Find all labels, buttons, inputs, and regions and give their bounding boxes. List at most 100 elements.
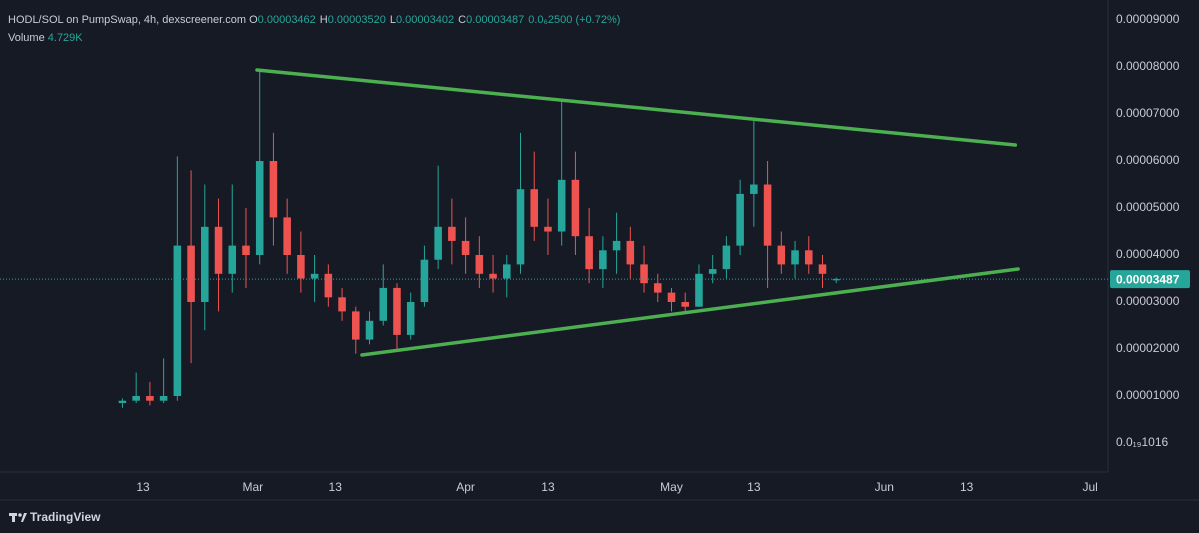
ohlc-label: L (389, 14, 396, 26)
candle (791, 240, 799, 279)
candle (379, 264, 388, 326)
candle-body (626, 240, 635, 265)
candle (159, 358, 168, 404)
y-tick-label: 0.00008000 (1116, 59, 1180, 73)
candle (475, 236, 484, 288)
candle-body (173, 245, 182, 397)
candle-body (324, 273, 333, 298)
candle-body (406, 302, 415, 335)
candle-body (146, 396, 154, 401)
candle-body (818, 264, 827, 274)
candle (338, 287, 346, 321)
candle (612, 212, 621, 274)
candle (667, 287, 676, 312)
candle-body (420, 259, 429, 303)
candle (544, 198, 552, 256)
candle (461, 217, 470, 274)
candle (489, 255, 497, 293)
candle-body (667, 292, 676, 303)
ohlc-label: C (458, 14, 467, 26)
candle (187, 170, 195, 364)
candle-body (242, 245, 250, 256)
candle-body (503, 264, 511, 279)
candle (393, 283, 401, 350)
candle-body (653, 283, 662, 293)
candle (503, 255, 511, 298)
x-tick-label: Mar (243, 480, 264, 494)
header-line: HODL/SOL on PumpSwap, 4h, dexscreener.co… (8, 11, 624, 29)
candle-body (448, 226, 456, 241)
candle-body (708, 269, 717, 274)
change: 0.0₆2500 (+0.72%) (528, 14, 621, 26)
ohlc-value: 0.00003487 (466, 14, 525, 26)
ohlc-value: 0.00003402 (396, 14, 455, 26)
candle-body (255, 161, 264, 256)
candle-body (516, 189, 525, 265)
x-tick-label: 13 (541, 480, 555, 494)
candle (434, 165, 442, 270)
candle-body (777, 245, 786, 265)
candle-body (681, 302, 689, 307)
y-tick-label: 0.00007000 (1116, 106, 1180, 120)
candle-body (352, 311, 360, 340)
candle (585, 208, 593, 284)
candle-body (612, 240, 621, 251)
candle (269, 132, 278, 246)
candle (557, 99, 566, 246)
candle-body (228, 245, 237, 274)
candle-body (201, 226, 209, 303)
candle (365, 311, 374, 345)
candle-body (118, 400, 127, 404)
candle (352, 306, 360, 354)
logo (9, 513, 27, 522)
candle (599, 236, 607, 288)
candle-body (297, 255, 305, 279)
y-tick-label: 0.00002000 (1116, 341, 1180, 355)
trendline (255, 68, 1018, 147)
ohlc-value: 0.00003462 (257, 14, 316, 26)
x-tick-label: 13 (136, 480, 150, 494)
candle-body (283, 217, 291, 256)
candle (736, 179, 744, 256)
candle (571, 151, 580, 256)
y-tick-label: 0.00004000 (1116, 247, 1180, 261)
candle (132, 372, 140, 404)
candle (420, 245, 429, 307)
y-tick-label: 0.00003000 (1116, 294, 1180, 308)
candle (695, 264, 703, 307)
candle (516, 132, 525, 274)
candle (255, 71, 264, 265)
candle-body (310, 273, 319, 279)
candle-body (393, 287, 401, 335)
candle (242, 208, 250, 288)
ohlc-value: 0.00003520 (327, 14, 386, 26)
header-values: HODL/SOL on PumpSwap, 4h, dexscreener.co… (8, 14, 624, 26)
candle (310, 255, 319, 303)
candle-body (585, 236, 593, 270)
candle-body (804, 250, 813, 265)
x-tick-label: May (660, 480, 683, 494)
ohlc-label: H (319, 14, 328, 26)
candle-body (530, 189, 539, 227)
ohlc-label: O (249, 14, 258, 26)
y-tick-label: 0.00006000 (1116, 153, 1180, 167)
candle (653, 273, 662, 303)
candle (201, 184, 209, 331)
candle-body (214, 226, 223, 274)
watermark: TradingView (30, 510, 101, 524)
current-price-label: 0.00003487 (1116, 272, 1180, 286)
candle-body (379, 287, 388, 321)
volume-value: 4.729K (47, 32, 83, 44)
candle (777, 231, 786, 274)
candle-body (434, 226, 442, 260)
x-tick-label: 13 (329, 480, 343, 494)
y-tick-label: 0.00005000 (1116, 200, 1180, 214)
candle (763, 161, 772, 288)
candle-body (750, 184, 758, 194)
candle (722, 236, 731, 279)
candle-body (557, 179, 566, 232)
volume-line: Volume 4.729K (8, 29, 624, 47)
x-tick-label: 13 (960, 480, 974, 494)
